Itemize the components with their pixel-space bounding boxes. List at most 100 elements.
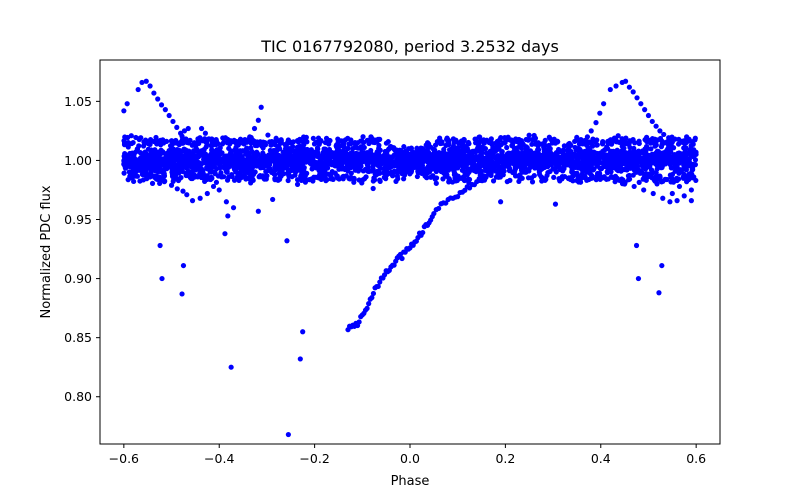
data-point (135, 86, 141, 93)
data-point (424, 140, 431, 146)
data-point (648, 146, 654, 152)
data-point (552, 201, 559, 207)
data-point (366, 301, 372, 307)
data-point (375, 153, 381, 159)
data-point (300, 329, 306, 335)
data-point (448, 148, 454, 154)
data-point (285, 431, 291, 438)
data-point (688, 198, 694, 204)
data-point (244, 145, 250, 151)
data-point (343, 151, 349, 157)
data-point (626, 177, 632, 183)
data-point (251, 156, 257, 163)
data-point (599, 153, 605, 160)
data-point (391, 152, 398, 158)
data-point (216, 187, 222, 193)
data-point (315, 146, 321, 152)
data-point (211, 157, 217, 163)
data-point (633, 242, 640, 249)
data-point (489, 141, 495, 147)
data-point (133, 149, 139, 155)
data-point (504, 179, 510, 185)
data-point (209, 175, 215, 181)
data-point (246, 170, 252, 176)
data-point (424, 165, 430, 172)
data-point (317, 162, 324, 168)
data-point (173, 168, 179, 174)
data-point (687, 147, 693, 153)
data-point (636, 138, 642, 144)
data-point (689, 164, 695, 170)
data-point (607, 86, 613, 93)
data-point (636, 179, 642, 185)
data-point (570, 158, 576, 164)
data-point (141, 153, 148, 159)
data-point (653, 174, 659, 180)
data-point (286, 173, 292, 179)
data-point (649, 159, 655, 165)
data-point (667, 158, 674, 164)
data-points (121, 78, 699, 438)
data-point (551, 174, 557, 181)
data-point (192, 173, 198, 179)
data-point (524, 144, 530, 151)
data-point (613, 83, 619, 89)
data-point (368, 147, 374, 154)
data-point (370, 185, 376, 192)
data-point (208, 151, 214, 157)
data-point (214, 147, 220, 153)
data-point (482, 164, 488, 171)
data-point (297, 143, 303, 149)
data-point (488, 172, 494, 179)
data-point (457, 161, 463, 167)
data-point (450, 161, 456, 167)
data-point (662, 176, 668, 182)
data-point (294, 181, 301, 187)
data-point (619, 147, 626, 153)
data-point (154, 176, 160, 182)
data-point (155, 96, 161, 102)
data-point (168, 182, 175, 188)
data-point (303, 134, 309, 140)
data-point (224, 167, 230, 173)
data-point (650, 140, 657, 146)
y-tick-label: 0.80 (64, 389, 92, 404)
data-point (149, 157, 155, 163)
data-point (459, 148, 465, 154)
data-point (677, 152, 683, 158)
data-point (603, 176, 610, 182)
data-point (351, 179, 357, 185)
data-point (649, 167, 655, 174)
data-point (146, 152, 152, 158)
data-point (619, 167, 625, 173)
data-point (657, 135, 664, 142)
x-tick-label: −0.4 (204, 451, 234, 466)
data-point (658, 144, 665, 150)
data-point (527, 148, 534, 154)
data-point (539, 155, 545, 161)
data-point (136, 143, 142, 149)
data-point (668, 179, 674, 185)
data-point (201, 146, 207, 153)
data-point (499, 152, 505, 158)
data-point (240, 163, 246, 169)
data-point (404, 159, 411, 165)
data-point (608, 156, 614, 163)
data-point (604, 145, 610, 151)
data-point (125, 140, 131, 146)
data-point (358, 144, 364, 150)
data-point (478, 157, 485, 163)
data-point (561, 143, 567, 149)
data-point (659, 262, 665, 269)
data-point (464, 172, 470, 178)
data-point (160, 149, 166, 155)
data-point (514, 145, 520, 151)
data-point (388, 171, 395, 177)
data-point (531, 137, 538, 143)
data-point (641, 187, 647, 193)
data-point (258, 104, 264, 110)
data-point (298, 177, 305, 184)
data-point (614, 147, 620, 153)
data-point (622, 78, 629, 84)
